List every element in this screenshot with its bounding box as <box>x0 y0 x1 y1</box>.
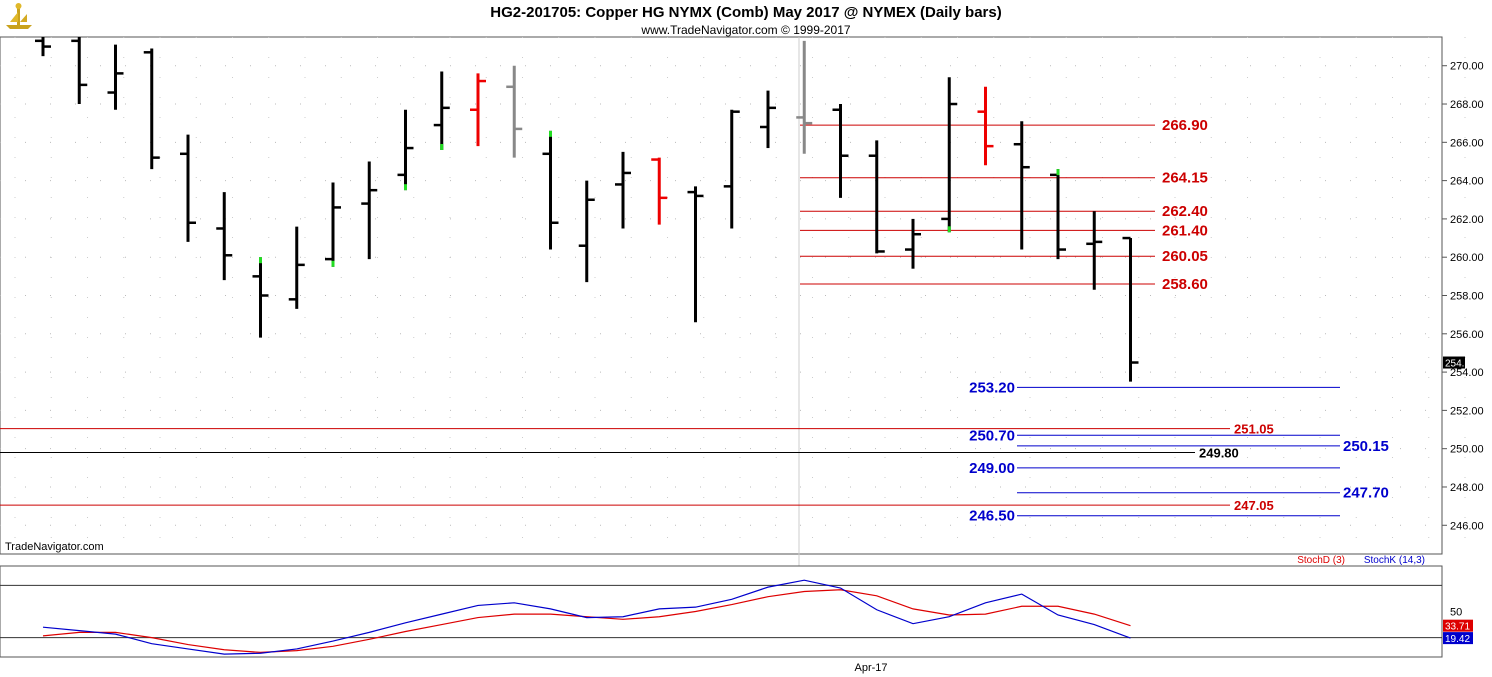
price-bars <box>35 37 1139 382</box>
price-tick-label: 252.00 <box>1450 405 1484 417</box>
level-label: 253.20 <box>969 379 1015 396</box>
price-tick-label: 250.00 <box>1450 444 1484 456</box>
stoch-k-legend: StochK (14,3) <box>1364 555 1425 566</box>
level-label: 247.70 <box>1343 485 1389 502</box>
level-label: 264.15 <box>1162 170 1208 187</box>
price-tick-label: 270.00 <box>1450 61 1484 73</box>
level-label: 250.70 <box>969 427 1015 444</box>
stoch-line-k <box>42 579 1131 655</box>
level-label: 250.15 <box>1343 438 1389 455</box>
level-label: 262.40 <box>1162 203 1208 220</box>
chart-subtitle: www.TradeNavigator.com © 1999-2017 <box>640 23 850 37</box>
price-tick-label: 262.00 <box>1450 214 1484 226</box>
level-label: 258.60 <box>1162 276 1208 293</box>
last-price-flag: 254.50 <box>1443 356 1476 370</box>
stoch-d-legend: StochD (3) <box>1297 555 1345 566</box>
stoch-line-d <box>42 589 1131 653</box>
watermark: TradeNavigator.com <box>5 541 104 553</box>
x-axis-label: Apr-17 <box>854 662 887 674</box>
price-tick-label: 264.00 <box>1450 176 1484 188</box>
price-tick-label: 254.00 <box>1450 367 1484 379</box>
level-label: 249.80 <box>1199 446 1239 461</box>
chart-title: HG2-201705: Copper HG NYMX (Comb) May 20… <box>490 4 1001 21</box>
price-tick-label: 246.00 <box>1450 520 1484 532</box>
price-tick-label: 256.00 <box>1450 329 1484 341</box>
price-tick-label: 248.00 <box>1450 482 1484 494</box>
stoch-lines <box>42 579 1131 655</box>
level-label: 246.50 <box>969 508 1015 525</box>
stoch-grid: 50 <box>0 584 1462 639</box>
level-label: 249.00 <box>969 460 1015 477</box>
stoch-last-label: 19.42 <box>1445 634 1470 645</box>
logo-icon <box>3 1 35 31</box>
price-axis-ticks: 270.00 268.00 266.00 264.00 262.00 260.00 258.… <box>1442 61 1484 532</box>
level-label: 251.05 <box>1234 422 1274 437</box>
stoch-panel <box>0 565 1443 658</box>
stoch-last-flag <box>1443 619 1473 632</box>
price-tick-label: 268.00 <box>1450 99 1484 111</box>
support-resistance-lines: 266.90 264.15 262.40 261.40 260.05 258.60 253.… <box>0 117 1389 525</box>
price-grid <box>0 37 1466 657</box>
price-tick-label: 258.00 <box>1450 291 1484 303</box>
price-tick-label: 260.00 <box>1450 252 1484 264</box>
level-label: 266.90 <box>1162 117 1208 134</box>
price-tick-label: 266.00 <box>1450 137 1484 149</box>
last-price-label: 254.50 <box>1445 359 1476 370</box>
stoch-tick-label: 50 <box>1450 607 1462 619</box>
level-label: 247.05 <box>1234 498 1274 513</box>
stoch-last-label: 33.71 <box>1445 622 1470 633</box>
stoch-last-flag <box>1443 632 1473 645</box>
level-label: 260.05 <box>1162 248 1208 265</box>
level-label: 261.40 <box>1162 222 1208 239</box>
